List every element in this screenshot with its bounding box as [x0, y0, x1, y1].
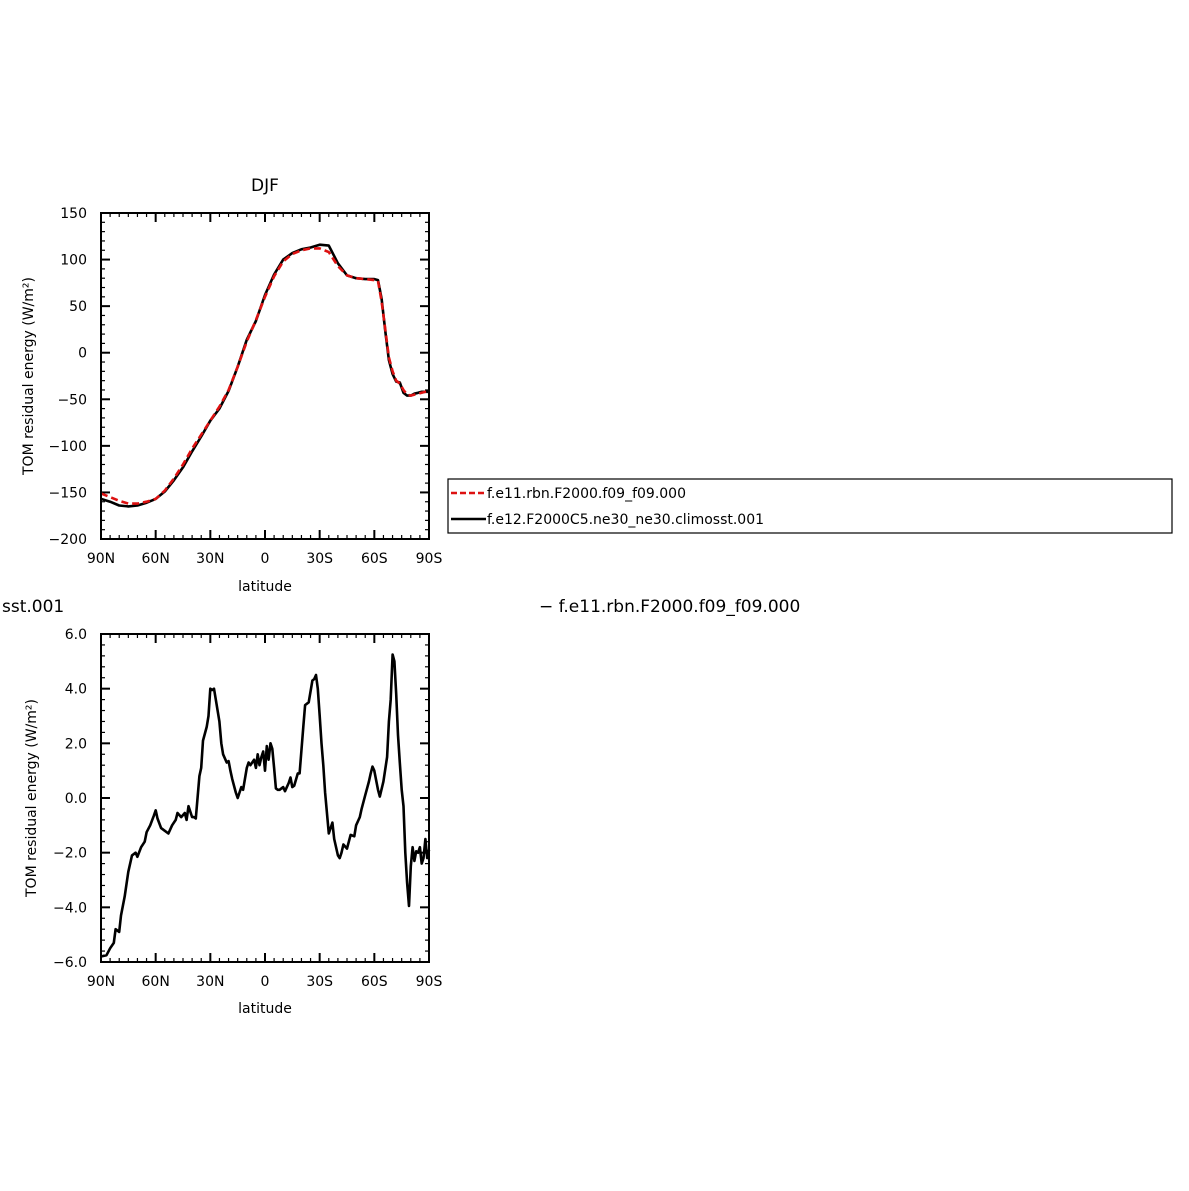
y-tick-label: 0.0 — [65, 791, 87, 807]
series-group — [100, 243, 430, 508]
bottom-panel: sst.001 − f.e11.rbn.F2000.f09_f09.000 90… — [2, 597, 800, 1017]
y-tick-label: 4.0 — [65, 682, 87, 698]
legend-box — [447, 478, 1173, 534]
panel-header-left: sst.001 — [2, 597, 64, 617]
chart-title: DJF — [251, 176, 279, 196]
y-tick-label: 6.0 — [65, 627, 87, 643]
legend-label-1: f.e11.rbn.F2000.f09_f09.000 — [487, 486, 686, 502]
y-tick-label: −200 — [49, 532, 87, 548]
y-tick-label: −2.0 — [53, 846, 87, 862]
series-line-2 — [100, 247, 430, 505]
y-tick-label: 0 — [78, 346, 87, 362]
x-tick-label: 60S — [361, 551, 388, 567]
x-tick-label: 90N — [87, 974, 115, 990]
x-tick-label: 60N — [142, 551, 170, 567]
y-tick-label: −4.0 — [53, 900, 87, 916]
y-tick-label: −50 — [57, 392, 87, 408]
x-tick-label: 30S — [306, 974, 333, 990]
panel-header-right: − f.e11.rbn.F2000.f09_f09.000 — [539, 597, 800, 617]
x-tick-label: 90S — [416, 974, 443, 990]
top-panel: DJF 90N 60N 30N 0 30S 60S 90S −200 −150 −100 −50 0 5… — [21, 176, 442, 595]
y-axis-label: TOM residual energy (W/m²) — [24, 699, 40, 898]
x-axis-label: latitude — [238, 1001, 292, 1017]
tick-labels: 90N 60N 30N 0 30S 60S 90S −200 −150 −100 −50 0 50 100… — [49, 206, 443, 567]
y-tick-label: −150 — [49, 485, 87, 501]
y-tick-label: −100 — [49, 439, 87, 455]
x-tick-label: 60N — [142, 974, 170, 990]
legend: f.e11.rbn.F2000.f09_f09.000 f.e12.F2000C… — [447, 478, 1173, 534]
legend-label-2: f.e12.F2000C5.ne30_ne30.climosst.001 — [487, 512, 764, 528]
x-axis-label: latitude — [238, 579, 292, 595]
x-tick-label: 0 — [261, 551, 270, 567]
axis-ticks — [100, 633, 430, 963]
x-tick-label: 90N — [87, 551, 115, 567]
x-tick-label: 30S — [306, 551, 333, 567]
y-tick-label: 2.0 — [65, 736, 87, 752]
series-group — [100, 653, 431, 958]
axis-ticks — [100, 212, 430, 540]
y-axis-label: TOM residual energy (W/m²) — [21, 277, 37, 476]
plot-frame — [100, 212, 430, 540]
x-tick-label: 0 — [261, 974, 270, 990]
y-tick-label: 150 — [60, 206, 87, 222]
plot-frame — [100, 633, 430, 963]
tick-labels: 90N 60N 30N 0 30S 60S 90S −6.0 −4.0 −2.0 0.0 2.0 4.0… — [53, 627, 442, 990]
series-line-1 — [100, 653, 431, 958]
x-tick-label: 30N — [196, 551, 224, 567]
x-tick-label: 30N — [196, 974, 224, 990]
x-tick-label: 60S — [361, 974, 388, 990]
x-tick-label: 90S — [416, 551, 443, 567]
y-tick-label: 100 — [60, 253, 87, 269]
y-tick-label: 50 — [69, 299, 87, 315]
y-tick-label: −6.0 — [53, 955, 87, 971]
